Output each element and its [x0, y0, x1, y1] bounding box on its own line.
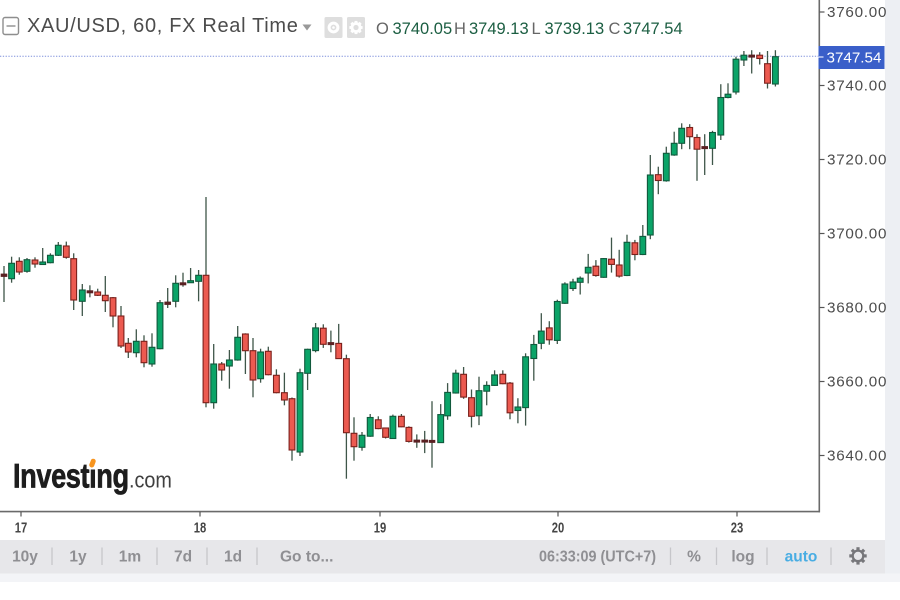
- svg-text:23: 23: [731, 520, 744, 537]
- svg-text:18: 18: [194, 520, 207, 537]
- svg-text:1d: 1d: [224, 549, 242, 566]
- svg-text:10y: 10y: [12, 549, 38, 566]
- svg-text:3747.54: 3747.54: [623, 20, 683, 38]
- svg-text:17: 17: [15, 520, 28, 537]
- svg-text:3760.00: 3760.00: [827, 4, 887, 21]
- svg-text:auto: auto: [785, 549, 818, 566]
- svg-text:3740.05: 3740.05: [393, 20, 453, 38]
- svg-text:C: C: [609, 20, 621, 38]
- svg-text:XAU/USD, 60, FX Real Time: XAU/USD, 60, FX Real Time: [27, 15, 299, 37]
- svg-text:.com: .com: [129, 469, 172, 493]
- svg-text:Go to...: Go to...: [280, 549, 333, 566]
- svg-text:1y: 1y: [69, 549, 87, 566]
- svg-text:L: L: [532, 20, 541, 38]
- svg-text:06:33:09 (UTC+7): 06:33:09 (UTC+7): [539, 549, 656, 566]
- svg-text:3740.00: 3740.00: [827, 78, 887, 95]
- svg-text:log: log: [731, 549, 754, 566]
- svg-text:3680.00: 3680.00: [827, 300, 887, 317]
- svg-text:3749.13: 3749.13: [469, 20, 529, 38]
- svg-text:20: 20: [552, 520, 565, 537]
- svg-text:1m: 1m: [119, 549, 141, 566]
- svg-text:3660.00: 3660.00: [827, 374, 887, 391]
- svg-text:%: %: [687, 549, 701, 566]
- svg-text:Investing: Investing: [13, 457, 129, 496]
- svg-text:O: O: [376, 20, 389, 38]
- svg-text:19: 19: [374, 520, 387, 537]
- svg-text:H: H: [454, 20, 466, 38]
- svg-text:3640.00: 3640.00: [827, 448, 887, 465]
- svg-text:3700.00: 3700.00: [827, 226, 887, 243]
- svg-text:3739.13: 3739.13: [545, 20, 605, 38]
- svg-text:7d: 7d: [174, 549, 192, 566]
- svg-text:3720.00: 3720.00: [827, 152, 887, 169]
- svg-text:3747.54: 3747.54: [827, 50, 882, 67]
